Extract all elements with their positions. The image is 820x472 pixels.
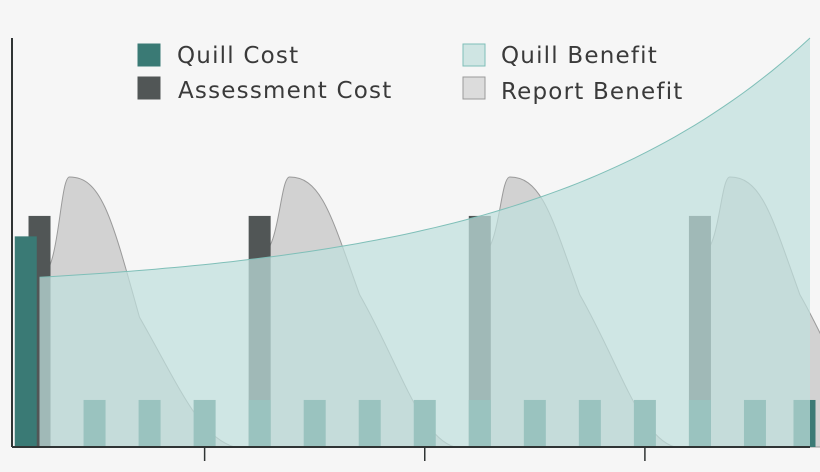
legend: Quill Cost Assessment Cost Quill Benefit Re…: [137, 43, 684, 105]
quill-benefit-line: [39, 37, 811, 278]
quill-benefit-legend-swatch: [462, 43, 486, 67]
report-benefit-legend-label: Report Benefit: [501, 79, 684, 105]
quill-cost-legend-label: Quill Cost: [177, 43, 299, 69]
quill-cost-bar-0: [14, 236, 37, 447]
assessment-cost-legend-label: Assessment Cost: [178, 78, 392, 104]
quill-benefit-layer: [39, 37, 811, 447]
assessment-cost-legend-swatch: [137, 76, 161, 100]
report-benefit-legend-swatch: [462, 76, 486, 100]
quill-benefit-legend-label: Quill Benefit: [501, 43, 658, 69]
quill-cost-legend-swatch: [137, 43, 161, 67]
quill-benefit-area: [39, 38, 810, 447]
axes: [11, 38, 810, 461]
